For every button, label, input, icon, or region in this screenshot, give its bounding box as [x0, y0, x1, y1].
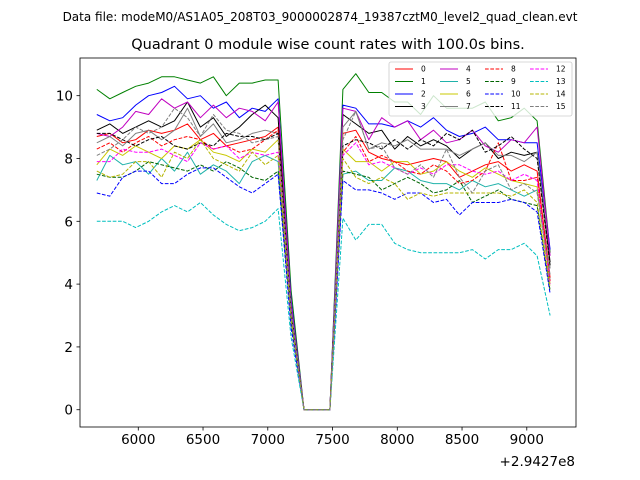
- figure-suptitle: Data file: modeM0/AS1A05_208T03_90000028…: [63, 10, 578, 24]
- legend-label-11: 11: [511, 102, 521, 111]
- x-tick-label-7500: 7500: [315, 432, 349, 448]
- legend-label-1: 1: [421, 77, 426, 86]
- x-tick-label-7000: 7000: [251, 432, 285, 448]
- legend-label-12: 12: [556, 65, 566, 74]
- legend-label-14: 14: [556, 90, 566, 99]
- legend-label-10: 10: [511, 90, 521, 99]
- x-tick-label-6500: 6500: [186, 432, 220, 448]
- legend-label-7: 7: [466, 102, 471, 111]
- legend-box: [388, 61, 573, 117]
- x-tick-label-8000: 8000: [380, 432, 414, 448]
- legend-label-15: 15: [556, 102, 566, 111]
- chart-title: Quadrant 0 module wise count rates with …: [131, 37, 525, 53]
- x-tick-label-9000: 9000: [510, 432, 544, 448]
- y-tick-label-2: 2: [64, 340, 73, 356]
- x-tick-label-6000: 6000: [121, 432, 155, 448]
- legend-label-0: 0: [421, 65, 426, 74]
- series-line-15: [96, 107, 551, 411]
- legend-label-13: 13: [556, 77, 566, 86]
- x-tick-label-8500: 8500: [445, 432, 479, 448]
- legend-label-5: 5: [466, 77, 471, 86]
- y-tick-label-8: 8: [64, 151, 73, 167]
- legend-label-2: 2: [421, 90, 426, 99]
- legend-label-9: 9: [511, 77, 516, 86]
- y-tick-label-6: 6: [64, 214, 73, 230]
- y-tick-label-10: 10: [56, 89, 73, 105]
- series-line-12: [96, 142, 551, 411]
- y-tick-label-0: 0: [64, 403, 73, 419]
- legend-label-6: 6: [466, 90, 471, 99]
- y-tick-label-4: 4: [64, 277, 73, 293]
- series-line-14: [96, 139, 551, 411]
- series-line-9: [96, 161, 551, 411]
- legend-label-8: 8: [511, 65, 516, 74]
- axes-frame: [79, 57, 577, 428]
- x-axis-offset-label: +2.9427e8: [500, 454, 575, 470]
- legend-label-4: 4: [466, 65, 471, 74]
- plot-area: [96, 73, 551, 411]
- legend-label-3: 3: [421, 102, 426, 111]
